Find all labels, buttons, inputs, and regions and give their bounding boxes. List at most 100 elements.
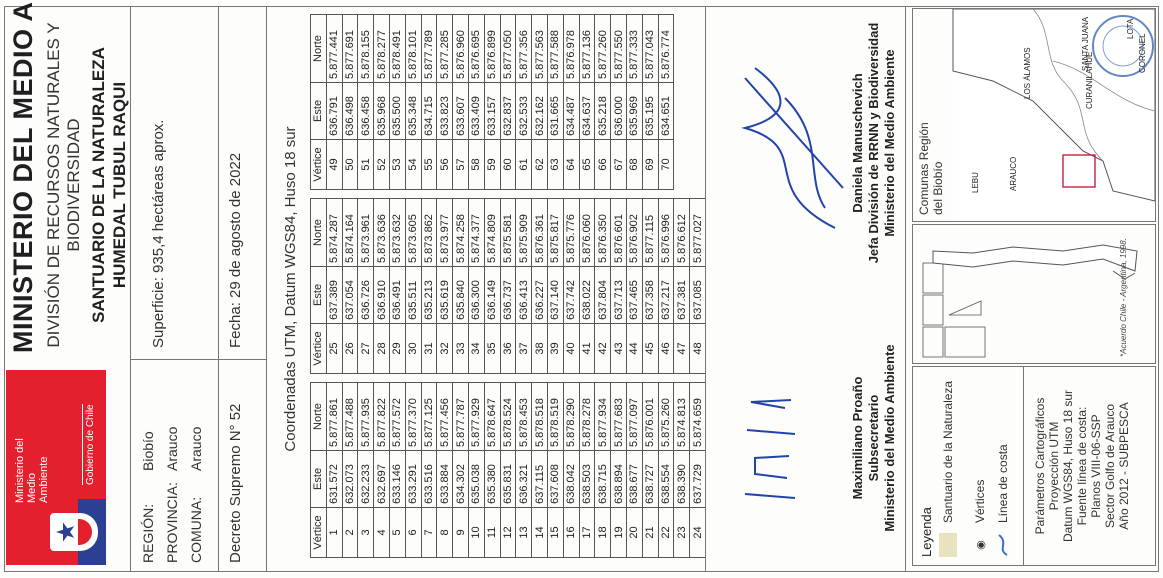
place-lebu: LEBU — [971, 172, 980, 193]
th-norte: Norte — [310, 382, 327, 451]
legend-linea-label: Línea de costa — [996, 444, 1010, 523]
cell-norte: 5.877.370 — [405, 382, 422, 451]
sanctuary-line-1: SANTUARIO DE LA NATURALEZA — [89, 47, 108, 323]
cell-vertice: 63 — [547, 139, 564, 190]
cell-este: 636.300 — [468, 266, 485, 324]
cell-este: 638.390 — [673, 450, 690, 508]
cell-este: 636.910 — [373, 266, 390, 324]
provincia-label: PROVINCIA: — [164, 482, 180, 563]
place-coronel: CORONEL — [1138, 33, 1147, 73]
table-row: 17 638.503 5.878.278 — [579, 382, 595, 558]
params-line-5: Planos VIII-06-SSP — [1089, 414, 1103, 518]
table-row: 58 633.409 5.876.695 — [468, 14, 485, 190]
cell-norte: 5.878.278 — [579, 382, 595, 451]
cell-este: 635.511 — [405, 266, 422, 324]
cell-norte: 5.877.260 — [594, 14, 611, 83]
cell-este: 637.358 — [642, 266, 659, 324]
table-row: 2 632.073 5.877.488 — [342, 382, 358, 558]
table-row: 53 635.500 5.878.491 — [389, 14, 406, 190]
table-row: 65 634.637 5.877.136 — [579, 14, 595, 190]
signatory-left-org: Ministerio del Medio Ambiente — [882, 344, 897, 532]
coat-of-arms-icon — [50, 513, 98, 551]
cell-vertice: 9 — [452, 507, 469, 558]
cell-vertice: 39 — [547, 323, 564, 374]
table-row: 47 637.381 5.876.612 — [673, 198, 690, 374]
cell-norte: 5.876.361 — [531, 198, 548, 267]
cell-este: 635.348 — [405, 82, 422, 140]
cell-norte: 5.877.456 — [436, 382, 453, 451]
cell-norte: 5.878.524 — [500, 382, 516, 451]
cell-norte: 5.877.333 — [626, 14, 643, 83]
signature-right — [741, 67, 844, 229]
cell-norte: 5.877.043 — [642, 14, 659, 83]
table-row: 35 636.149 5.874.809 — [484, 198, 501, 374]
cell-este: 636.491 — [389, 266, 406, 324]
cell-norte: 5.873.632 — [389, 198, 406, 267]
cell-este: 635.831 — [500, 450, 516, 508]
coords-table-1: Vértice Este Norte 1 631.572 5.877.861 2 632… — [310, 382, 706, 558]
cell-vertice: 51 — [357, 139, 374, 190]
table-row: 14 637.115 5.878.518 — [531, 382, 548, 558]
table-row: 40 637.742 5.875.776 — [563, 198, 580, 374]
cell-vertice: 55 — [421, 139, 437, 190]
cell-este: 634.302 — [452, 450, 469, 508]
cell-norte: 5.873.977 — [436, 198, 453, 267]
cell-vertice: 65 — [579, 139, 595, 190]
table-row: 68 635.969 5.877.333 — [626, 14, 643, 190]
cell-vertice: 45 — [642, 323, 659, 374]
cell-norte: 5.876.350 — [594, 198, 611, 267]
table-row: 43 637.713 5.876.601 — [610, 198, 627, 374]
cell-este: 638.022 — [579, 266, 595, 324]
table-row: 44 637.465 5.876.902 — [626, 198, 643, 374]
cell-vertice: 57 — [452, 139, 469, 190]
cell-este: 636.737 — [500, 266, 516, 324]
cell-vertice: 33 — [452, 323, 469, 374]
table-row: 50 636.498 5.877.691 — [342, 14, 358, 190]
cell-este: 636.227 — [531, 266, 548, 324]
place-lota: LOTA — [1126, 18, 1135, 39]
legend-vertices-label: Vértices — [973, 479, 987, 523]
cell-norte: 5.875.909 — [515, 198, 532, 267]
cell-vertice: 37 — [515, 323, 532, 374]
cell-vertice: 13 — [515, 507, 532, 558]
cell-norte: 5.876.774 — [658, 14, 674, 83]
cell-norte: 5.877.027 — [689, 198, 706, 267]
table-row: 61 632.533 5.877.356 — [515, 14, 532, 190]
cell-norte: 5.873.605 — [405, 198, 422, 267]
cell-vertice: 23 — [673, 507, 690, 558]
cell-este: 633.823 — [436, 82, 453, 140]
cell-este: 633.884 — [436, 450, 453, 508]
cell-norte: 5.876.978 — [563, 14, 580, 83]
table-row: 54 635.348 5.878.101 — [405, 14, 422, 190]
cell-norte: 5.875.260 — [658, 382, 674, 451]
cell-este: 637.085 — [689, 266, 706, 324]
cell-norte: 5.877.550 — [610, 14, 627, 83]
official-stamp — [1092, 15, 1154, 77]
cell-vertice: 69 — [642, 139, 659, 190]
cell-este: 636.726 — [357, 266, 374, 324]
cell-este: 637.713 — [610, 266, 627, 324]
cell-norte: 5.878.518 — [531, 382, 548, 451]
cell-norte: 5.877.488 — [342, 382, 358, 451]
sanctuary-line-2: HUMEDAL TUBUL RAQUI — [110, 81, 129, 289]
cell-norte: 5.878.155 — [357, 14, 374, 83]
cell-vertice: 68 — [626, 139, 643, 190]
signatory-right-org: Ministerio del Medio Ambiente — [882, 49, 897, 237]
cell-este: 636.149 — [484, 266, 501, 324]
vertex-dot-icon: ◉ — [974, 540, 987, 550]
cell-vertice: 47 — [673, 323, 690, 374]
cell-vertice: 12 — [500, 507, 516, 558]
logo-gob: Gobierno de Chile — [82, 404, 96, 485]
table-row: 49 636.791 5.877.441 — [326, 14, 343, 190]
cell-este: 637.054 — [342, 266, 358, 324]
table-row: 25 637.389 5.874.287 — [326, 198, 343, 374]
cell-norte: 5.878.647 — [484, 382, 501, 451]
table-row: 69 635.195 5.877.043 — [642, 14, 659, 190]
cell-norte: 5.875.581 — [500, 198, 516, 267]
cell-norte: 5.874.287 — [326, 198, 343, 267]
cell-norte: 5.873.961 — [357, 198, 374, 267]
cell-norte: 5.876.695 — [468, 14, 485, 83]
cell-este: 633.291 — [405, 450, 422, 508]
cell-este: 634.651 — [658, 82, 674, 140]
